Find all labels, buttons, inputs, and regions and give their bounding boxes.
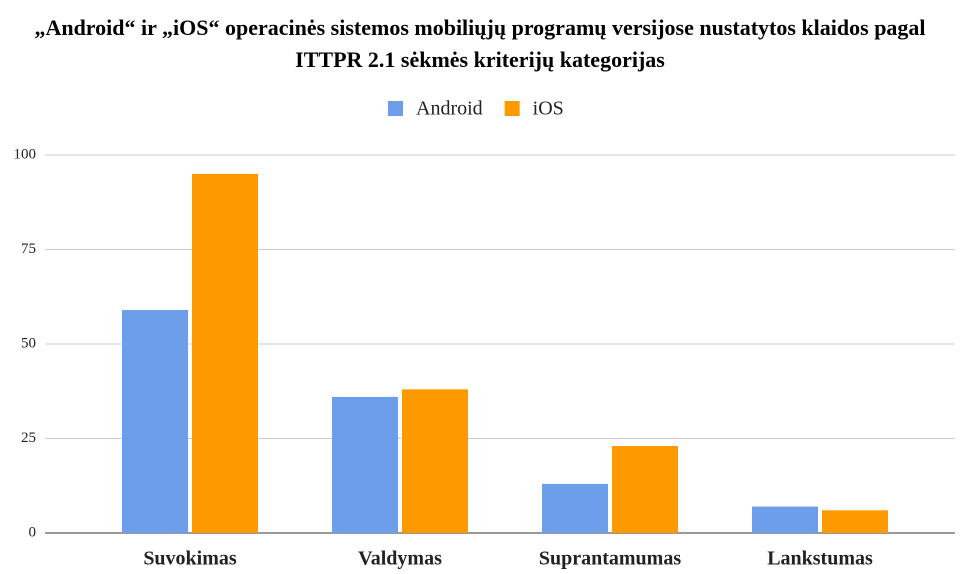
x-tick-label: Suvokimas bbox=[143, 548, 237, 570]
legend-label: Android bbox=[416, 98, 483, 120]
legend-swatch bbox=[388, 101, 403, 116]
x-tick-label: Lankstumas bbox=[767, 548, 873, 570]
bar bbox=[332, 396, 398, 533]
x-tick-label: Valdymas bbox=[358, 548, 442, 570]
bar bbox=[122, 309, 188, 533]
bar bbox=[752, 506, 818, 533]
bar bbox=[612, 446, 678, 533]
y-tick-label: 50 bbox=[21, 335, 36, 351]
bar bbox=[542, 483, 608, 533]
y-tick-label: 100 bbox=[14, 146, 37, 162]
legend-label: iOS bbox=[533, 98, 564, 120]
bar bbox=[192, 173, 258, 533]
bar bbox=[402, 389, 468, 533]
legend-swatch bbox=[504, 101, 520, 116]
x-tick-label: Suprantamumas bbox=[539, 548, 681, 570]
chart-title: „Android“ ir „iOS“ operacinės sistemos m… bbox=[34, 15, 926, 72]
bar bbox=[822, 510, 888, 533]
y-tick-label: 75 bbox=[21, 241, 36, 257]
y-tick-label: 25 bbox=[21, 430, 36, 446]
y-tick-label: 0 bbox=[29, 524, 37, 540]
